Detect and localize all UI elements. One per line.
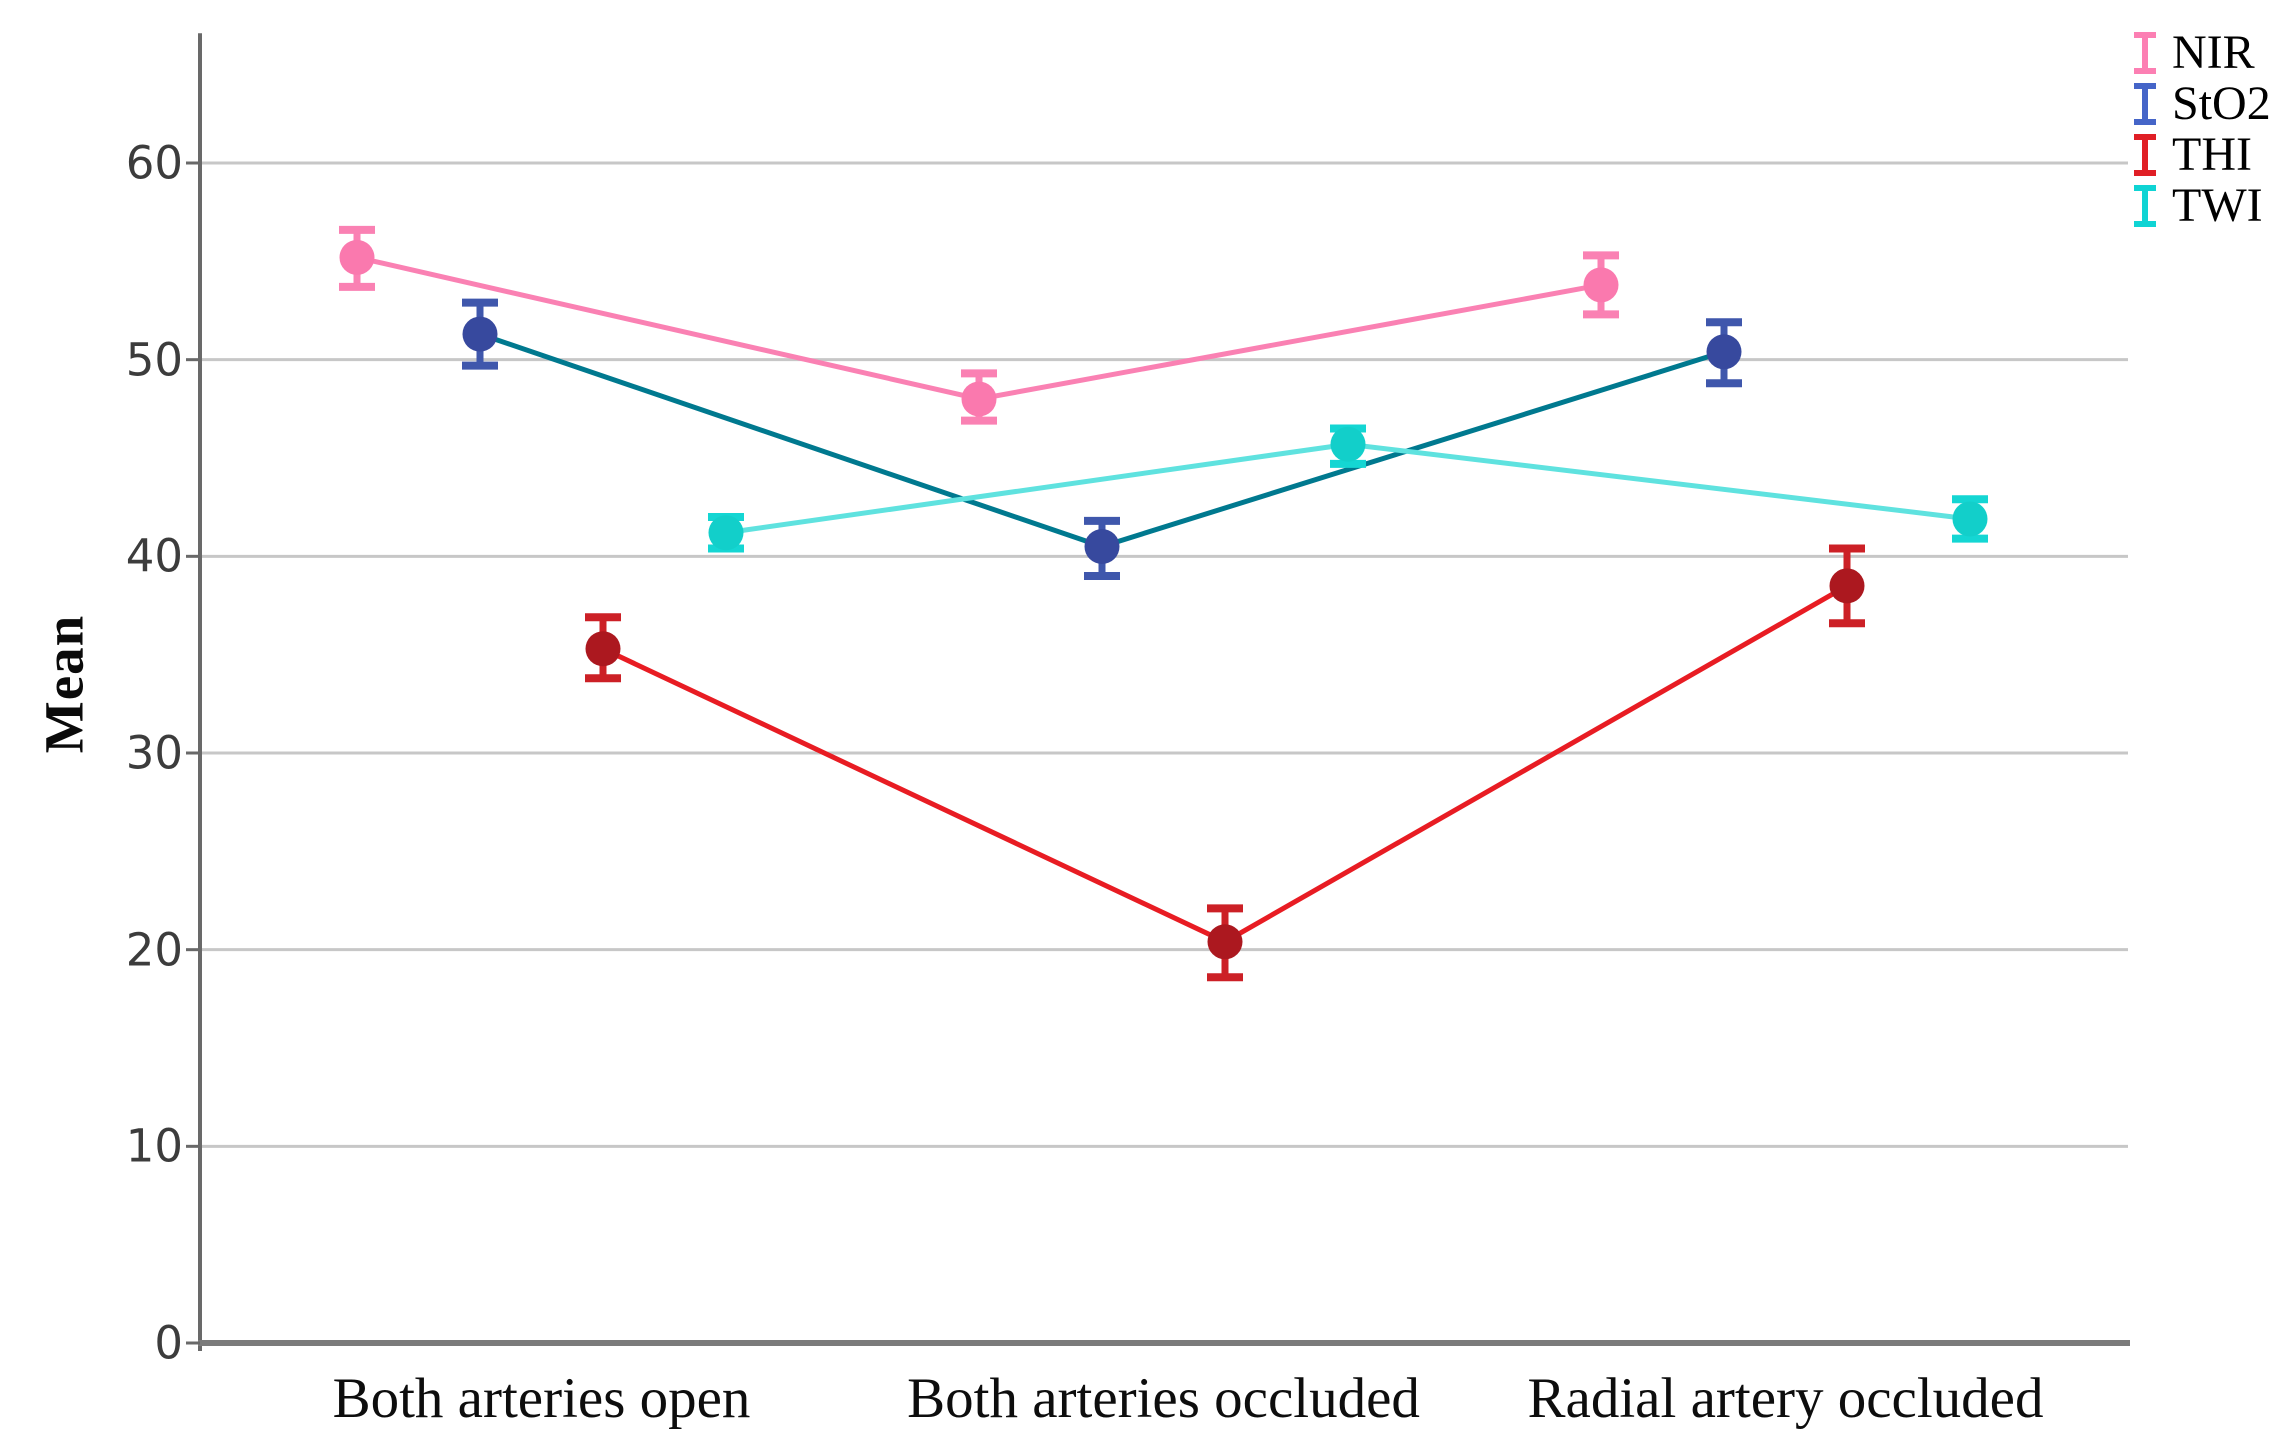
- y-tick-label-10: 10: [125, 1119, 183, 1173]
- data-point-TWI-0: [708, 515, 744, 551]
- y-tick-label-50: 50: [125, 333, 183, 387]
- data-point-StO2-1: [1084, 529, 1120, 564]
- x-category-label-2: Radial artery occluded: [1527, 1367, 2044, 1430]
- data-point-NIR-1: [961, 381, 997, 417]
- legend-label: THI: [2172, 127, 2252, 181]
- error-bar-icon: [2134, 184, 2156, 227]
- y-tick-label-60: 60: [125, 136, 183, 190]
- chart-legend: NIR StO2 THI TWI: [2132, 25, 2271, 232]
- legend-item-StO2: StO2: [2132, 76, 2271, 130]
- data-point-StO2-2: [1706, 334, 1742, 370]
- x-category-label-0: Both arteries open: [332, 1367, 751, 1430]
- data-point-NIR-0: [339, 239, 375, 275]
- data-point-THI-0: [585, 631, 621, 667]
- y-axis-title: Mean: [33, 614, 95, 754]
- legend-label: NIR: [2172, 25, 2255, 79]
- legend-item-THI: THI: [2132, 127, 2271, 181]
- x-category-label-1: Both arteries occluded: [907, 1367, 1420, 1430]
- data-point-TWI-1: [1330, 426, 1366, 462]
- y-tick-label-40: 40: [125, 529, 183, 583]
- data-point-THI-2: [1829, 568, 1865, 604]
- data-point-NIR-2: [1583, 267, 1619, 303]
- error-bar-icon: [2134, 133, 2156, 176]
- y-tick-label-30: 30: [125, 726, 183, 780]
- legend-label: TWI: [2172, 178, 2263, 232]
- data-point-TWI-2: [1952, 501, 1988, 537]
- data-point-StO2-0: [462, 316, 498, 352]
- series-line-THI: [600, 583, 1850, 945]
- y-tick-label-20: 20: [125, 923, 183, 977]
- error-bar-icon: [2134, 31, 2156, 74]
- legend-item-TWI: TWI: [2132, 178, 2271, 232]
- y-tick-label-0: 0: [154, 1316, 183, 1370]
- legend-item-NIR: NIR: [2132, 25, 2271, 79]
- data-point-THI-1: [1207, 924, 1243, 960]
- legend-label: StO2: [2172, 76, 2271, 130]
- error-bar-icon: [2134, 82, 2156, 125]
- series-line-StO2: [477, 331, 1727, 550]
